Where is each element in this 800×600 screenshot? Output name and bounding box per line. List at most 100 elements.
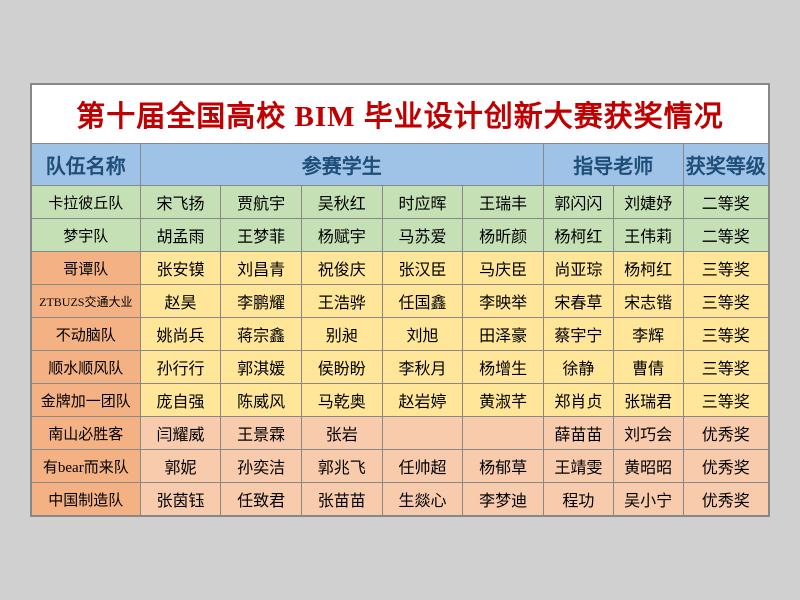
header-students: 参赛学生 [140,144,543,186]
student-cell: 姚尚兵 [140,318,221,351]
student-cell: 蒋宗鑫 [221,318,302,351]
team-cell: 卡拉彼丘队 [32,186,141,219]
table-row: ZTBUZS交通大业赵昊李鹏耀王浩骅任国鑫李映举宋春草宋志锴三等奖 [32,285,769,318]
header-award: 获奖等级 [683,144,768,186]
header-teachers: 指导老师 [543,144,683,186]
student-cell: 郭兆飞 [301,450,382,483]
student-cell: 杨增生 [463,351,544,384]
teacher-cell: 薛苗苗 [543,417,613,450]
award-table: 第十届全国高校 BIM 毕业设计创新大赛获奖情况 队伍名称 参赛学生 指导老师 … [31,84,769,516]
student-cell: 黄淑芊 [463,384,544,417]
team-cell: 不动脑队 [32,318,141,351]
teacher-cell: 程功 [543,483,613,516]
student-cell: 李秋月 [382,351,463,384]
student-cell: 郭淇媛 [221,351,302,384]
table-row: 南山必胜客闫耀威王景霖张岩 薛苗苗刘巧会优秀奖 [32,417,769,450]
student-cell: 宋飞扬 [140,186,221,219]
table-row: 哥谭队张安镆刘昌青祝俊庆张汉臣马庆臣尚亚琮杨柯红三等奖 [32,252,769,285]
student-cell: 孙行行 [140,351,221,384]
team-cell: 金牌加一团队 [32,384,141,417]
team-cell: 南山必胜客 [32,417,141,450]
student-cell: 生燚心 [382,483,463,516]
teacher-cell: 郑肖贞 [543,384,613,417]
team-cell: 中国制造队 [32,483,141,516]
teacher-cell: 尚亚琮 [543,252,613,285]
teacher-cell: 王伟莉 [613,219,683,252]
student-cell: 张安镆 [140,252,221,285]
table-row: 顺水顺风队孙行行郭淇媛侯盼盼李秋月杨增生徐静曹倩三等奖 [32,351,769,384]
student-cell: 李鹏耀 [221,285,302,318]
student-cell: 祝俊庆 [301,252,382,285]
award-cell: 二等奖 [683,219,768,252]
header-team: 队伍名称 [32,144,141,186]
student-cell: 任致君 [221,483,302,516]
header-row: 队伍名称 参赛学生 指导老师 获奖等级 [32,144,769,186]
student-cell: 杨昕颜 [463,219,544,252]
award-cell: 三等奖 [683,351,768,384]
student-cell: 张茵钰 [140,483,221,516]
award-cell: 三等奖 [683,285,768,318]
student-cell: 郭妮 [140,450,221,483]
student-cell: 王浩骅 [301,285,382,318]
teacher-cell: 徐静 [543,351,613,384]
student-cell: 闫耀威 [140,417,221,450]
award-cell: 优秀奖 [683,483,768,516]
team-cell: 顺水顺风队 [32,351,141,384]
teacher-cell: 刘婕妤 [613,186,683,219]
student-cell: 时应晖 [382,186,463,219]
student-cell [382,417,463,450]
student-cell: 张汉臣 [382,252,463,285]
award-cell: 优秀奖 [683,417,768,450]
team-cell: 梦宇队 [32,219,141,252]
team-cell: 哥谭队 [32,252,141,285]
teacher-cell: 刘巧会 [613,417,683,450]
teacher-cell: 李辉 [613,318,683,351]
teacher-cell: 宋春草 [543,285,613,318]
student-cell: 马庆臣 [463,252,544,285]
student-cell: 李梦迪 [463,483,544,516]
table-row: 卡拉彼丘队宋飞扬贾航宇吴秋红时应晖王瑞丰郭闪闪刘婕妤二等奖 [32,186,769,219]
student-cell: 马乾奥 [301,384,382,417]
teacher-cell: 杨柯红 [613,252,683,285]
teacher-cell: 杨柯红 [543,219,613,252]
award-cell: 三等奖 [683,252,768,285]
table-container: 第十届全国高校 BIM 毕业设计创新大赛获奖情况 队伍名称 参赛学生 指导老师 … [30,83,770,517]
teacher-cell: 蔡宇宁 [543,318,613,351]
student-cell: 王瑞丰 [463,186,544,219]
student-cell: 刘旭 [382,318,463,351]
award-cell: 三等奖 [683,318,768,351]
table-row: 中国制造队张茵钰任致君张苗苗生燚心李梦迪程功吴小宁优秀奖 [32,483,769,516]
student-cell: 张苗苗 [301,483,382,516]
teacher-cell: 王靖雯 [543,450,613,483]
student-cell: 赵昊 [140,285,221,318]
student-cell: 任帅超 [382,450,463,483]
table-row: 梦宇队胡孟雨王梦菲杨赋宇马苏爱杨昕颜杨柯红王伟莉二等奖 [32,219,769,252]
teacher-cell: 郭闪闪 [543,186,613,219]
award-cell: 三等奖 [683,384,768,417]
student-cell: 任国鑫 [382,285,463,318]
student-cell: 赵岩婷 [382,384,463,417]
teacher-cell: 宋志锴 [613,285,683,318]
team-cell: ZTBUZS交通大业 [32,285,141,318]
student-cell: 王景霖 [221,417,302,450]
teacher-cell: 吴小宁 [613,483,683,516]
student-cell: 田泽豪 [463,318,544,351]
student-cell: 王梦菲 [221,219,302,252]
table-row: 金牌加一团队庞自强陈威风马乾奥赵岩婷黄淑芊郑肖贞张瑞君三等奖 [32,384,769,417]
student-cell: 陈威风 [221,384,302,417]
student-cell: 孙奕洁 [221,450,302,483]
student-cell: 刘昌青 [221,252,302,285]
student-cell: 别昶 [301,318,382,351]
student-cell: 杨赋宇 [301,219,382,252]
teacher-cell: 曹倩 [613,351,683,384]
student-cell: 张岩 [301,417,382,450]
table-row: 不动脑队姚尚兵蒋宗鑫别昶刘旭田泽豪蔡宇宁李辉三等奖 [32,318,769,351]
title-row: 第十届全国高校 BIM 毕业设计创新大赛获奖情况 [32,85,769,144]
student-cell: 侯盼盼 [301,351,382,384]
student-cell: 庞自强 [140,384,221,417]
table-title: 第十届全国高校 BIM 毕业设计创新大赛获奖情况 [32,85,769,144]
student-cell: 马苏爱 [382,219,463,252]
teacher-cell: 张瑞君 [613,384,683,417]
team-cell: 有bear而来队 [32,450,141,483]
student-cell: 吴秋红 [301,186,382,219]
